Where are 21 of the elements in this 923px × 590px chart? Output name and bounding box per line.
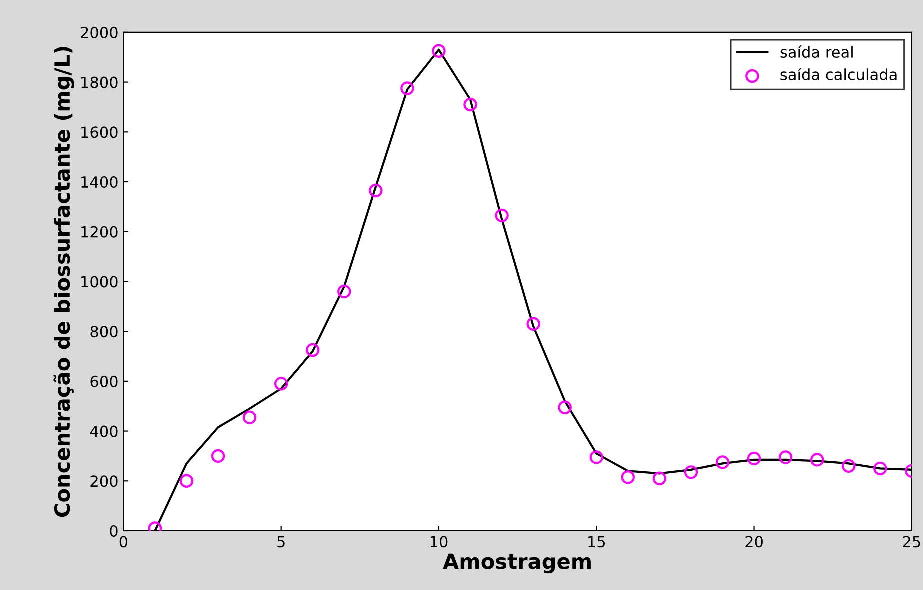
x-tick-label: 20 <box>746 536 763 548</box>
y-tick-label: 200 <box>90 476 118 488</box>
y-tick-label: 800 <box>90 326 118 338</box>
y-tick-label: 1800 <box>82 76 118 88</box>
x-tick-label: 15 <box>588 536 606 548</box>
y-tick-label: 1000 <box>82 276 118 288</box>
x-tick-label: 0 <box>120 536 128 548</box>
y-tick-label: 1600 <box>82 126 118 138</box>
y-tick-label: 0 <box>110 525 118 538</box>
x-tick-label: 5 <box>278 536 285 548</box>
y-tick-label: 1400 <box>82 176 118 188</box>
x-axis-title: Amostragem <box>443 554 591 574</box>
x-tick-label: 25 <box>903 536 920 548</box>
y-axis-title: Concentração de biossurfactante (mg/L) <box>54 47 74 518</box>
y-tick-label: 2000 <box>81 26 118 38</box>
y-tick-label: 400 <box>90 426 118 438</box>
y-tick-label: 600 <box>90 376 118 388</box>
legend-label: saída real <box>780 46 853 58</box>
legend-label: saída calculada <box>780 68 897 80</box>
y-tick-label: 1200 <box>82 226 118 238</box>
x-tick-label: 10 <box>430 536 448 548</box>
